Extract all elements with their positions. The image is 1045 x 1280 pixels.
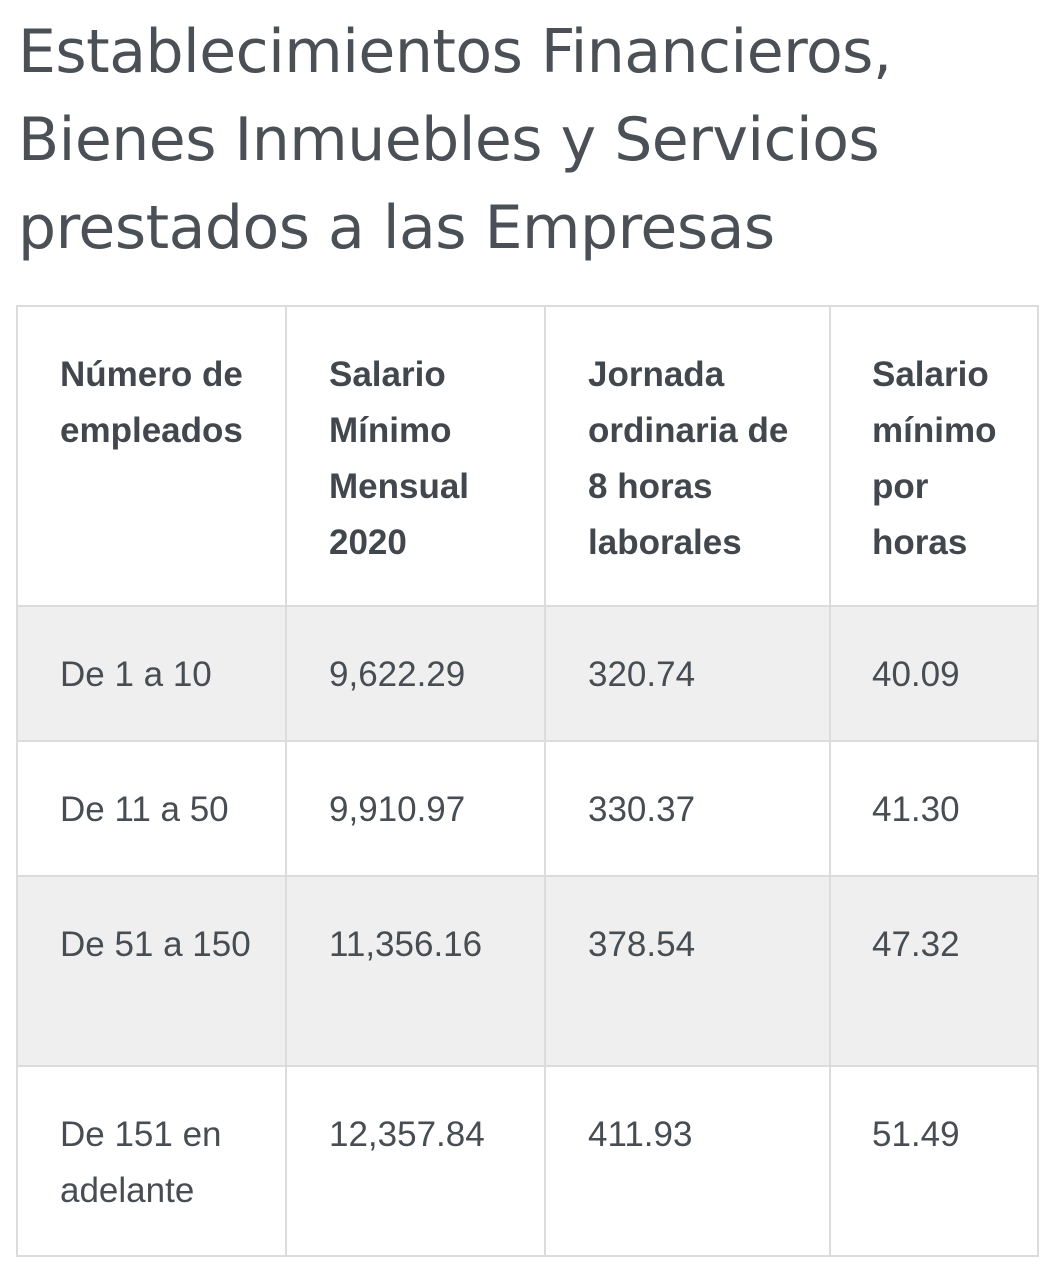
table-row: De 11 a 50 9,910.97 330.37 41.30 (16, 740, 1039, 877)
cell-jornada: 378.54 (544, 875, 831, 1067)
table-row: De 151 en adelante 12,357.84 411.93 51.4… (16, 1065, 1039, 1257)
cell-empleados: De 11 a 50 (16, 740, 287, 877)
cell-empleados: De 51 a 150 (16, 875, 287, 1067)
cell-jornada: 320.74 (544, 605, 831, 742)
cell-salario-hora: 51.49 (829, 1065, 1039, 1257)
title-line-3: prestados a las Empresas (18, 193, 775, 263)
cell-jornada: 411.93 (544, 1065, 831, 1257)
header-salario-minimo-mensual: Salario Mínimo Mensual 2020 (285, 305, 546, 607)
page-title: Establecimientos Financieros, Bienes Inm… (18, 8, 1028, 272)
header-salario-minimo-por-horas: Salario mínimo por horas (829, 305, 1039, 607)
salary-table: Número de empleados Salario Mínimo Mensu… (16, 305, 1039, 1257)
cell-salario-hora: 40.09 (829, 605, 1039, 742)
cell-empleados: De 151 en adelante (16, 1065, 287, 1257)
cell-salario-mensual: 11,356.16 (285, 875, 546, 1067)
cell-empleados: De 1 a 10 (16, 605, 287, 742)
title-line-1: Establecimientos Financieros, (18, 17, 892, 87)
cell-salario-mensual: 9,910.97 (285, 740, 546, 877)
cell-salario-mensual: 9,622.29 (285, 605, 546, 742)
cell-salario-hora: 41.30 (829, 740, 1039, 877)
cell-salario-mensual: 12,357.84 (285, 1065, 546, 1257)
table-row: De 51 a 150 11,356.16 378.54 47.32 (16, 875, 1039, 1067)
table-row: De 1 a 10 9,622.29 320.74 40.09 (16, 605, 1039, 742)
cell-salario-hora: 47.32 (829, 875, 1039, 1067)
title-line-2: Bienes Inmuebles y Servicios (18, 105, 880, 175)
header-jornada-ordinaria: Jornada ordinaria de 8 horas laborales (544, 305, 831, 607)
cell-jornada: 330.37 (544, 740, 831, 877)
table-header-row: Número de empleados Salario Mínimo Mensu… (16, 305, 1039, 607)
header-numero-de-empleados: Número de empleados (16, 305, 287, 607)
